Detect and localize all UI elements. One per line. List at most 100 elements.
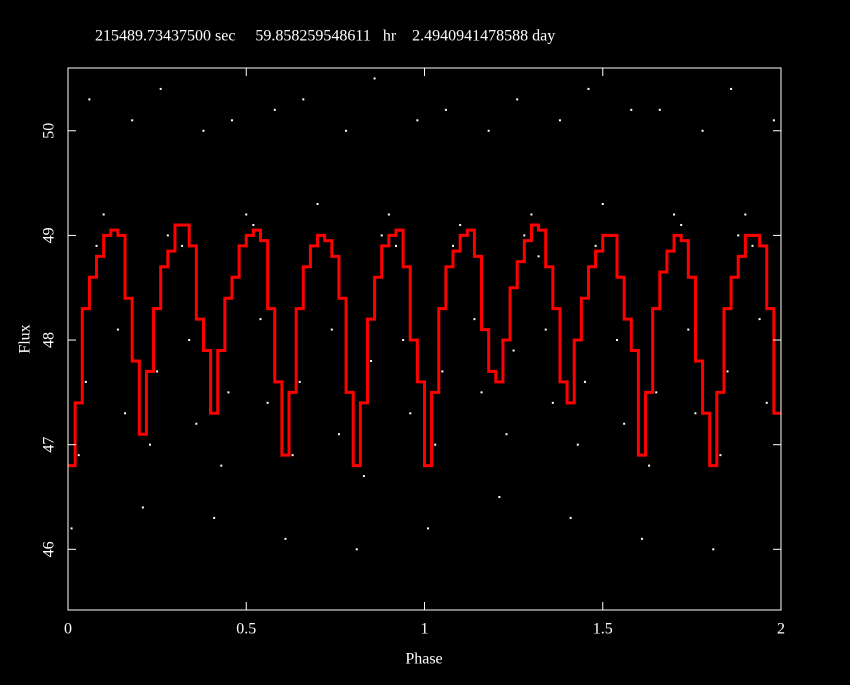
data-point	[765, 401, 768, 404]
data-point	[594, 244, 597, 247]
data-point	[195, 422, 198, 425]
data-point	[712, 548, 715, 551]
data-point	[298, 380, 301, 383]
data-point	[70, 527, 73, 530]
y-tick-label: 46	[41, 541, 58, 557]
data-point	[380, 234, 383, 237]
data-point	[587, 87, 590, 90]
y-tick-label: 50	[41, 123, 58, 139]
data-point	[220, 464, 223, 467]
data-point	[744, 213, 747, 216]
data-point	[409, 412, 412, 415]
data-point	[77, 454, 80, 457]
data-point	[373, 77, 376, 80]
data-point	[487, 129, 490, 132]
data-point	[701, 129, 704, 132]
x-tick-label: 1	[421, 621, 429, 638]
data-point	[131, 119, 134, 122]
data-point	[370, 359, 373, 362]
data-point	[416, 119, 419, 122]
data-point	[523, 234, 526, 237]
data-point	[166, 234, 169, 237]
data-point	[245, 213, 248, 216]
data-point	[569, 516, 572, 519]
data-point	[202, 129, 205, 132]
data-point	[337, 433, 340, 436]
data-point	[259, 318, 262, 321]
y-tick-label: 49	[41, 227, 58, 243]
data-point	[434, 443, 437, 446]
data-point	[102, 213, 105, 216]
data-point	[227, 391, 230, 394]
data-point	[156, 370, 159, 373]
data-point	[544, 328, 547, 331]
data-point	[95, 244, 98, 247]
data-point	[726, 370, 729, 373]
data-point	[213, 516, 216, 519]
data-point	[291, 454, 294, 457]
data-point	[345, 129, 348, 132]
x-tick-label: 1.5	[593, 621, 613, 638]
data-point	[687, 328, 690, 331]
data-point	[530, 213, 533, 216]
data-point	[623, 422, 626, 425]
y-tick-label: 47	[41, 437, 58, 453]
data-point	[751, 244, 754, 247]
data-point	[124, 412, 127, 415]
data-point	[640, 537, 643, 540]
data-point	[316, 203, 319, 206]
data-point	[116, 328, 119, 331]
data-point	[558, 119, 561, 122]
data-point	[480, 391, 483, 394]
data-point	[273, 108, 276, 111]
data-point	[330, 328, 333, 331]
data-point	[512, 349, 515, 352]
x-tick-label: 0.5	[236, 621, 256, 638]
x-axis-label: Phase	[405, 651, 442, 668]
data-point	[694, 412, 697, 415]
data-point	[88, 98, 91, 101]
data-point	[737, 234, 740, 237]
data-point	[362, 475, 365, 478]
data-point	[252, 223, 255, 226]
data-point	[673, 213, 676, 216]
data-point	[159, 87, 162, 90]
data-point	[730, 87, 733, 90]
data-point	[758, 318, 761, 321]
data-point	[188, 339, 191, 342]
data-point	[473, 318, 476, 321]
data-point	[630, 108, 633, 111]
data-point	[402, 339, 405, 342]
data-point	[148, 443, 151, 446]
data-point	[452, 244, 455, 247]
data-point	[601, 203, 604, 206]
data-point	[459, 223, 462, 226]
data-point	[583, 380, 586, 383]
data-point	[498, 495, 501, 498]
y-axis-label: Flux	[17, 324, 34, 353]
data-point	[648, 464, 651, 467]
data-point	[181, 244, 184, 247]
step-line	[68, 223, 781, 468]
data-point	[284, 537, 287, 540]
data-point	[230, 119, 233, 122]
data-point	[537, 255, 540, 258]
plot-frame	[67, 67, 782, 611]
data-point	[427, 527, 430, 530]
data-point	[655, 391, 658, 394]
data-point	[680, 223, 683, 226]
data-point	[719, 454, 722, 457]
data-point	[84, 380, 87, 383]
data-point	[355, 548, 358, 551]
data-point	[772, 119, 775, 122]
data-point	[616, 339, 619, 342]
data-point	[141, 506, 144, 509]
data-point	[441, 370, 444, 373]
data-point	[387, 213, 390, 216]
data-point	[444, 108, 447, 111]
data-point	[266, 401, 269, 404]
data-point	[516, 98, 519, 101]
x-tick-label: 2	[777, 621, 785, 638]
